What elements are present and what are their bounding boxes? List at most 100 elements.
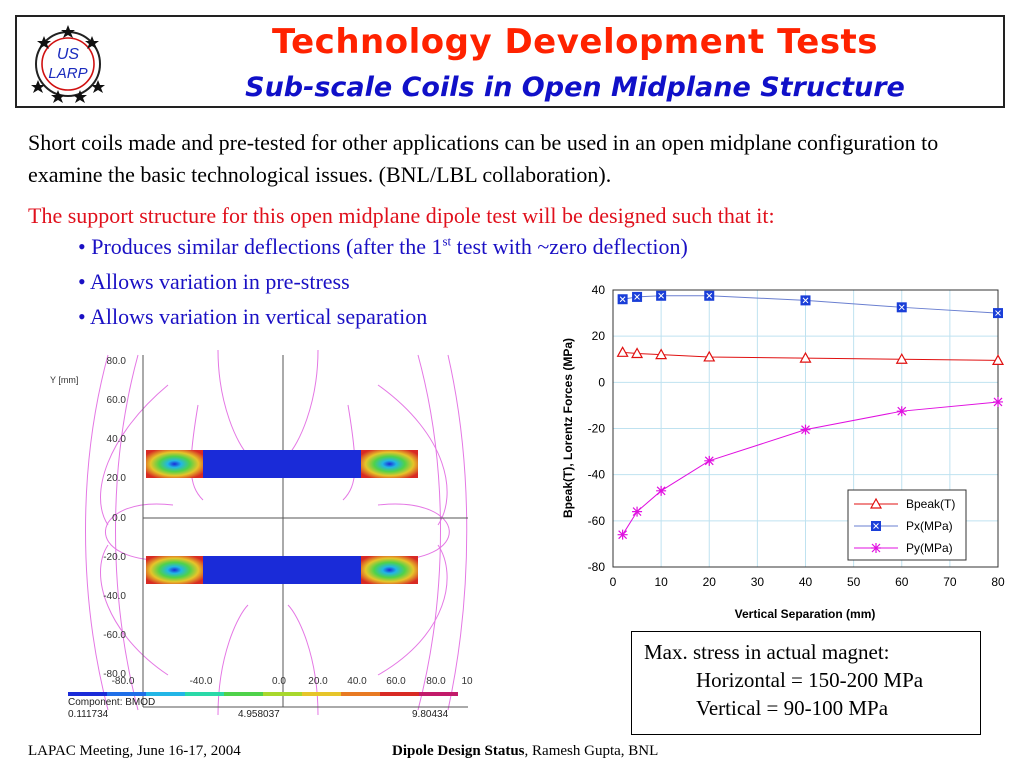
fem-component-label: Component: BMOD — [68, 697, 155, 708]
chart-y-ticks: -80 -60 -40 -20 0 20 40 — [588, 283, 606, 574]
chart-data-point — [704, 290, 715, 301]
chart-x-tick-label: 20 — [703, 575, 717, 589]
fem-y-axis-label: Y [mm] — [50, 375, 78, 385]
fem-scale-segment — [263, 692, 302, 696]
footer-talk-title: Dipole Design Status — [392, 743, 525, 759]
fem-y-tick: 60.0 — [107, 395, 127, 406]
fem-scale-segment — [185, 692, 224, 696]
fem-y-tick: -80.0 — [103, 669, 126, 680]
chart-data-point — [617, 529, 628, 540]
chart-data-point — [800, 295, 811, 306]
chart-data-point — [991, 354, 1005, 366]
chart-y-tick-label: -80 — [588, 560, 606, 574]
chart-legend-label: Bpeak(T) — [906, 497, 955, 511]
fem-scale-segment — [419, 692, 458, 696]
bullet-deflections: • Produces similar deflections (after th… — [78, 234, 688, 260]
chart-data-point — [631, 347, 644, 359]
chart-x-tick-label: 10 — [654, 575, 668, 589]
chart-data-point — [656, 485, 667, 496]
chart-series-1 — [616, 346, 1005, 366]
chart-x-tick-label: 50 — [847, 575, 861, 589]
fem-scale-segment — [68, 692, 107, 696]
chart-y-tick-label: -40 — [588, 468, 606, 482]
logo-larp-text: LARP — [48, 65, 87, 82]
fem-x-tick: -80.0 — [112, 676, 135, 687]
bullet-deflections-post: test with ~zero deflection) — [451, 234, 688, 259]
footer-meeting: LAPAC Meeting, June 16-17, 2004 — [28, 743, 241, 759]
chart-series-3 — [617, 396, 1003, 540]
fem-x-tick: 10 — [461, 676, 473, 687]
fem-y-tick: -20.0 — [103, 552, 126, 563]
max-stress-box: Max. stress in actual magnet: Horizontal… — [631, 631, 981, 735]
fem-y-tick: -60.0 — [103, 630, 126, 641]
forces-vs-separation-chart: -80 -60 -40 -20 0 20 40 0 10 20 30 40 50 60 70 80 Vert… — [561, 283, 1005, 621]
header-box — [15, 15, 1005, 108]
field-map-plot: Y [mm] 80.0 60.0 40.0 20.0 0.0 -20.0 -40… — [50, 349, 473, 720]
chart-x-tick-label: 30 — [751, 575, 765, 589]
stress-vertical: Vertical = 90-100 MPa — [696, 696, 889, 720]
chart-x-axis-label: Vertical Separation (mm) — [735, 607, 876, 621]
bullet-prestress: • Allows variation in pre-stress — [78, 269, 350, 294]
chart-data-point — [632, 506, 643, 517]
chart-data-point — [655, 348, 668, 360]
chart-y-axis-label: Bpeak(T), Lorentz Forces (MPa) — [561, 338, 575, 518]
chart-legend-label: Px(MPa) — [906, 519, 953, 533]
chart-y-tick-label: 20 — [592, 329, 606, 343]
fem-scale-segment — [224, 692, 263, 696]
chart-legend-label: Py(MPa) — [906, 541, 953, 555]
fem-x-tick: 60.0 — [386, 676, 406, 687]
fem-scale-segment — [146, 692, 185, 696]
chart-data-point — [616, 346, 629, 357]
chart-series-2 — [617, 290, 1003, 319]
chart-legend-marker — [869, 497, 883, 509]
fem-x-tick: 80.0 — [426, 676, 446, 687]
intro-paragraph: Short coils made and pre-tested for othe… — [28, 130, 939, 187]
chart-data-point — [799, 351, 812, 363]
chart-series-line — [622, 351, 999, 361]
fem-scale-min: 0.111734 — [68, 709, 109, 720]
fem-scale-segment — [107, 692, 146, 696]
chart-data-point — [993, 396, 1003, 407]
chart-data-point — [896, 406, 907, 417]
chart-data-point — [656, 290, 667, 301]
bullet-deflections-pre: • Produces similar deflections (after th… — [78, 234, 443, 259]
chart-x-tick-label: 70 — [943, 575, 957, 589]
chart-data-point — [800, 424, 811, 435]
us-larp-logo: US LARP — [31, 25, 105, 103]
bullet-deflections-sup: st — [442, 233, 452, 249]
fem-y-tick: 20.0 — [107, 473, 127, 484]
chart-y-tick-label: -20 — [588, 422, 606, 436]
fem-x-tick: -40.0 — [190, 676, 213, 687]
chart-legend-marker — [871, 543, 881, 553]
chart-y-tick-label: 0 — [598, 375, 605, 389]
fem-x-tick: 0.0 — [272, 676, 286, 687]
chart-series — [616, 290, 1005, 540]
fem-scale-segment — [302, 692, 341, 696]
fem-x-tick: 20.0 — [308, 676, 328, 687]
logo-us-text: US — [57, 46, 80, 63]
fem-y-tick: 0.0 — [112, 513, 126, 524]
footer-author: , Ramesh Gupta, BNL — [524, 743, 659, 759]
chart-legend: Bpeak(T) Px(MPa) Py(MPa) — [847, 489, 967, 561]
chart-y-tick-label: 40 — [592, 283, 606, 297]
bullet-vertical-separation: • Allows variation in vertical separatio… — [78, 304, 428, 329]
slide-subtitle: Sub-scale Coils in Open Midplane Structu… — [245, 72, 905, 103]
chart-plot-frame — [612, 289, 999, 568]
fem-scale-max: 9.80434 — [412, 709, 449, 720]
fem-color-scale — [68, 692, 458, 696]
chart-data-point — [993, 308, 1003, 319]
fem-scale-mid: 4.958037 — [238, 709, 280, 720]
fem-x-tick: 40.0 — [347, 676, 367, 687]
slide-title: Technology Development Tests — [271, 22, 879, 62]
chart-data-point — [895, 353, 908, 364]
chart-data-point — [896, 302, 907, 313]
chart-x-tick-label: 80 — [991, 575, 1005, 589]
chart-y-tick-label: -60 — [588, 514, 606, 528]
stress-horizontal: Horizontal = 150-200 MPa — [696, 668, 924, 692]
chart-data-point — [632, 291, 643, 302]
fem-y-tick: 40.0 — [107, 434, 127, 445]
chart-x-tick-label: 40 — [799, 575, 813, 589]
stress-heading: Max. stress in actual magnet: — [644, 640, 890, 664]
chart-x-tick-label: 0 — [610, 575, 617, 589]
fem-y-tick: -40.0 — [103, 591, 126, 602]
